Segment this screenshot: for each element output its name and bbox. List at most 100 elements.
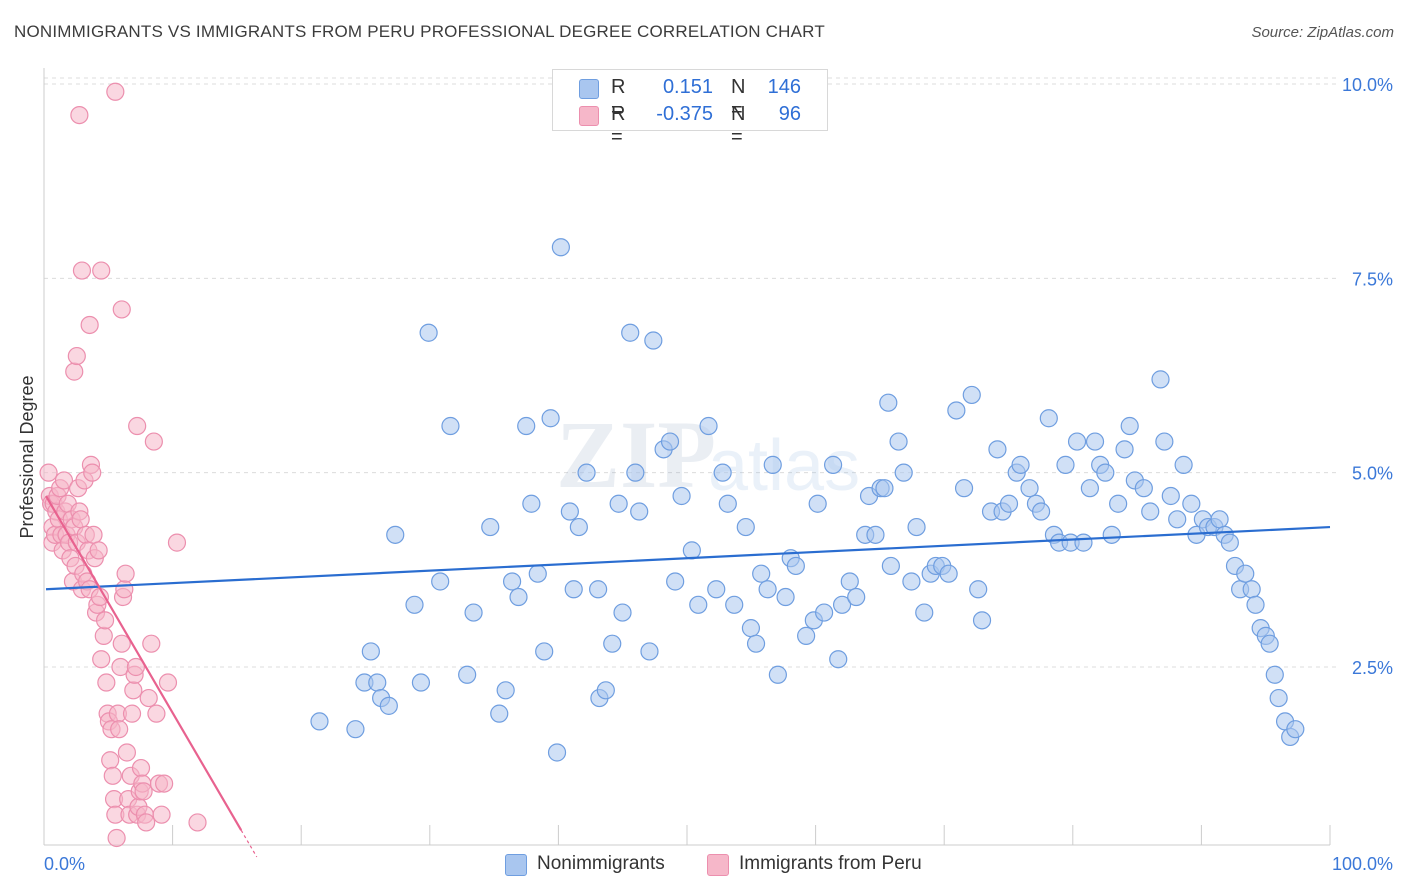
data-point	[1141, 502, 1160, 521]
data-point	[1220, 533, 1239, 552]
data-point	[1056, 455, 1075, 474]
data-point	[797, 626, 816, 645]
data-point	[95, 611, 115, 630]
data-point	[1039, 409, 1058, 428]
data-point	[1210, 510, 1229, 529]
data-point	[70, 105, 89, 125]
data-point	[103, 766, 122, 785]
data-point	[1109, 494, 1128, 513]
data-point	[832, 595, 852, 614]
data-point	[1115, 440, 1134, 459]
data-point	[112, 300, 131, 319]
data-point	[84, 525, 103, 544]
data-point	[866, 525, 885, 544]
data-point	[101, 751, 120, 770]
data-point	[116, 564, 135, 583]
data-point	[535, 642, 554, 661]
data-point	[490, 704, 509, 723]
data-point	[92, 261, 111, 280]
data-point	[1020, 479, 1039, 498]
data-point	[603, 634, 622, 653]
data-point	[666, 572, 685, 591]
data-point	[589, 580, 608, 599]
data-point	[1236, 564, 1255, 583]
grid-lines	[44, 77, 1338, 668]
data-point	[411, 673, 431, 692]
data-point	[92, 650, 111, 669]
data-point	[152, 805, 171, 824]
data-point	[808, 494, 827, 513]
data-point	[1151, 370, 1170, 389]
series-nonimmigrants	[310, 238, 1305, 762]
data-point	[142, 634, 161, 653]
legend-n-label: N =	[731, 76, 746, 121]
series-immigrants-from-peru	[39, 82, 207, 848]
data-point	[564, 580, 583, 599]
axes: 2.5% 5.0% 7.5% 10.0% 0.0% 100.0%	[43, 68, 1393, 874]
data-point	[379, 696, 398, 715]
data-point	[361, 642, 380, 661]
watermark-zip: ZIP	[556, 401, 716, 508]
data-point	[644, 331, 663, 350]
legend-swatch-pink	[579, 106, 599, 126]
x-tick-label: 100.0%	[1332, 854, 1393, 874]
data-point	[115, 580, 134, 599]
data-point	[1120, 416, 1139, 436]
data-point	[725, 595, 744, 614]
data-point	[431, 572, 450, 591]
data-point	[939, 564, 958, 583]
data-point	[464, 603, 483, 622]
legend-n-value: 96	[778, 103, 801, 125]
data-point	[954, 479, 974, 498]
data-point	[736, 517, 755, 537]
data-point	[847, 587, 866, 607]
data-point	[481, 517, 500, 537]
data-point	[569, 517, 588, 537]
data-point	[630, 502, 649, 521]
data-point	[126, 657, 145, 677]
data-point	[962, 385, 981, 405]
data-point	[640, 642, 659, 661]
data-point	[660, 432, 680, 451]
data-point	[1182, 494, 1201, 513]
data-point	[682, 541, 701, 560]
data-point	[902, 572, 921, 591]
data-point	[419, 323, 438, 342]
data-point	[1080, 479, 1099, 498]
data-point	[107, 828, 126, 848]
data-point	[528, 564, 547, 583]
y-tick-label: 5.0%	[1352, 464, 1393, 484]
x-tick-label: 0.0%	[44, 854, 85, 874]
data-point	[894, 463, 913, 482]
legend-r-value: 0.151	[662, 76, 713, 98]
data-point	[54, 471, 74, 490]
data-point	[596, 681, 615, 700]
data-point	[713, 463, 732, 482]
data-point	[522, 494, 541, 513]
correlation-legend: R = 0.151 N = 146 R = -0.375 N = 96	[552, 69, 828, 148]
data-point	[310, 712, 329, 731]
legend-n-label: N =	[731, 103, 746, 148]
data-point	[441, 416, 460, 436]
data-point	[496, 681, 515, 700]
data-point	[1286, 720, 1305, 739]
data-point	[786, 556, 805, 576]
data-point	[122, 704, 142, 723]
data-point	[346, 720, 365, 739]
data-point	[551, 238, 570, 257]
data-point	[158, 673, 178, 692]
legend-r-value: -0.375	[656, 103, 713, 125]
data-point	[458, 665, 477, 684]
data-point	[124, 681, 143, 700]
data-point	[823, 455, 843, 474]
trend-line-immigrants-peru	[45, 495, 243, 831]
y-axis-label: Professional Degree	[17, 375, 37, 538]
chart-title: NONIMMIGRANTS VS IMMIGRANTS FROM PERU PR…	[14, 22, 825, 41]
data-point	[707, 580, 726, 599]
data-point	[613, 603, 632, 622]
data-point	[65, 362, 84, 381]
data-point	[815, 603, 834, 622]
trend-line-nonimmigrants	[45, 525, 1331, 591]
data-point	[112, 634, 131, 653]
data-point	[67, 346, 86, 366]
